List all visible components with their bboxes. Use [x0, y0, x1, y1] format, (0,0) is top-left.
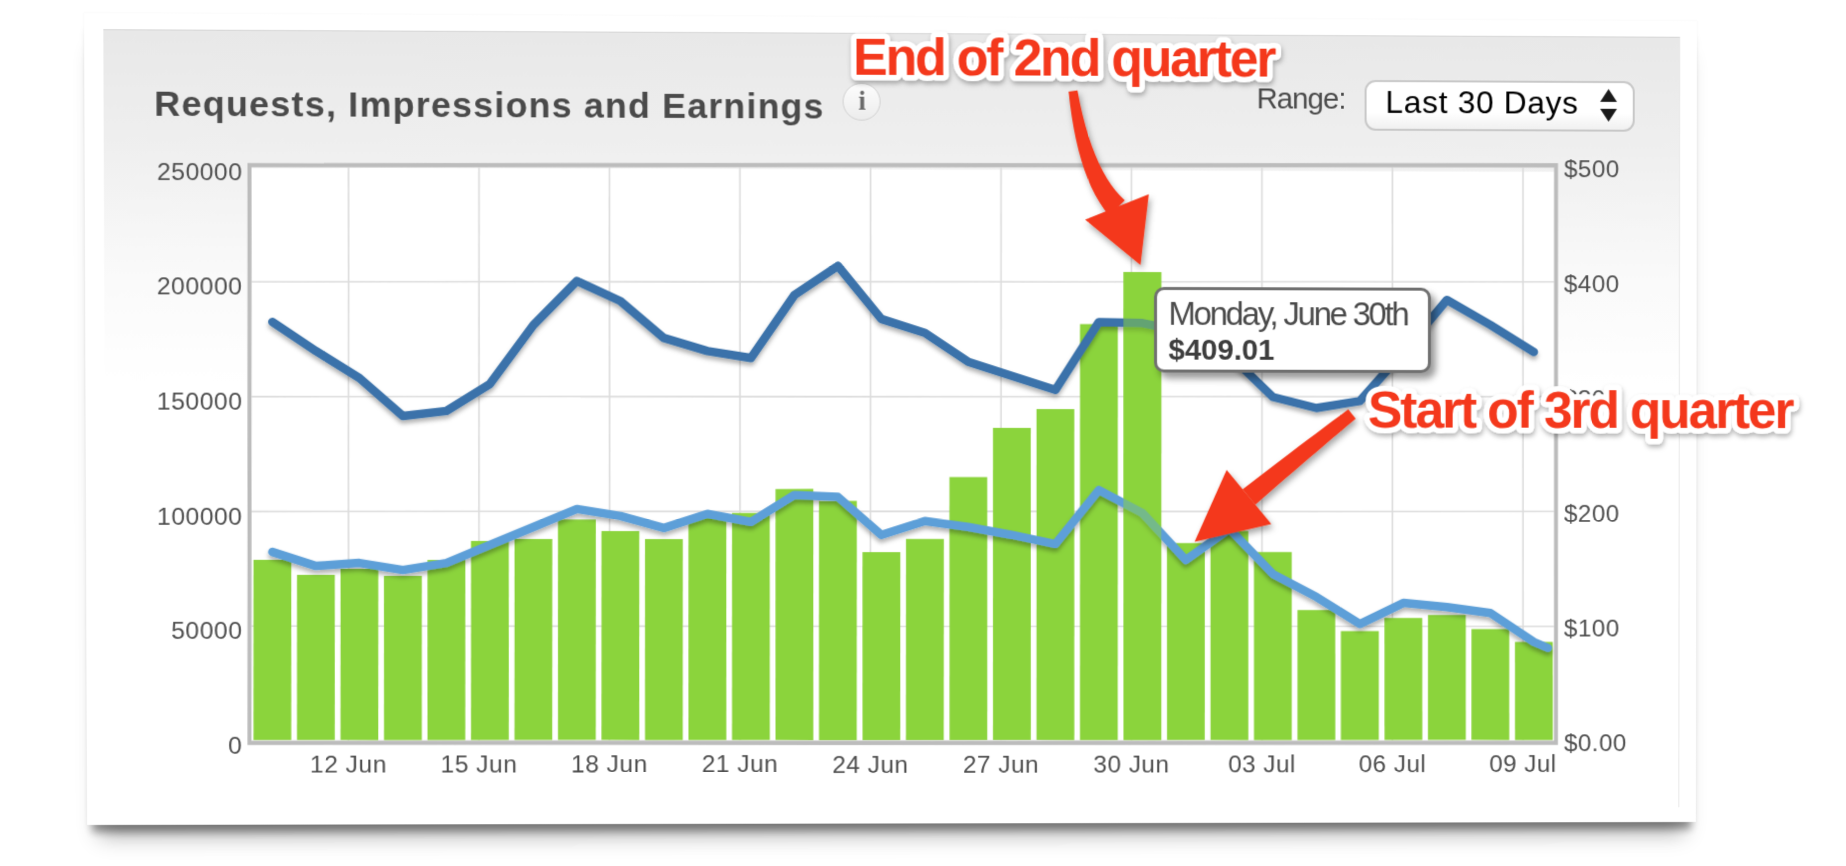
svg-text:15 Jun: 15 Jun: [441, 752, 518, 779]
svg-text:250000: 250000: [157, 159, 243, 186]
svg-text:21 Jun: 21 Jun: [702, 752, 779, 779]
svg-text:$100: $100: [1564, 615, 1620, 641]
svg-text:24 Jun: 24 Jun: [832, 752, 908, 779]
svg-text:0: 0: [228, 733, 242, 760]
svg-text:06 Jul: 06 Jul: [1359, 752, 1427, 779]
svg-text:$400: $400: [1564, 271, 1620, 298]
svg-text:End of 2nd quarter: End of 2nd quarter: [853, 29, 1276, 89]
svg-text:$0.00: $0.00: [1564, 730, 1627, 756]
svg-text:$200: $200: [1564, 501, 1620, 527]
svg-text:18 Jun: 18 Jun: [571, 752, 648, 779]
svg-text:150000: 150000: [157, 389, 243, 416]
svg-text:30 Jun: 30 Jun: [1093, 752, 1169, 779]
svg-text:12 Jun: 12 Jun: [310, 752, 387, 779]
svg-text:$500: $500: [1564, 156, 1620, 183]
svg-text:03 Jul: 03 Jul: [1228, 752, 1296, 779]
svg-text:09 Jul: 09 Jul: [1489, 752, 1556, 779]
svg-text:50000: 50000: [171, 618, 242, 645]
svg-text:$300: $300: [1564, 386, 1620, 413]
svg-text:200000: 200000: [157, 274, 243, 301]
svg-text:27 Jun: 27 Jun: [963, 752, 1039, 779]
svg-text:100000: 100000: [157, 503, 243, 530]
svg-text:Start of 3rd quarter: Start of 3rd quarter: [1368, 381, 1794, 440]
